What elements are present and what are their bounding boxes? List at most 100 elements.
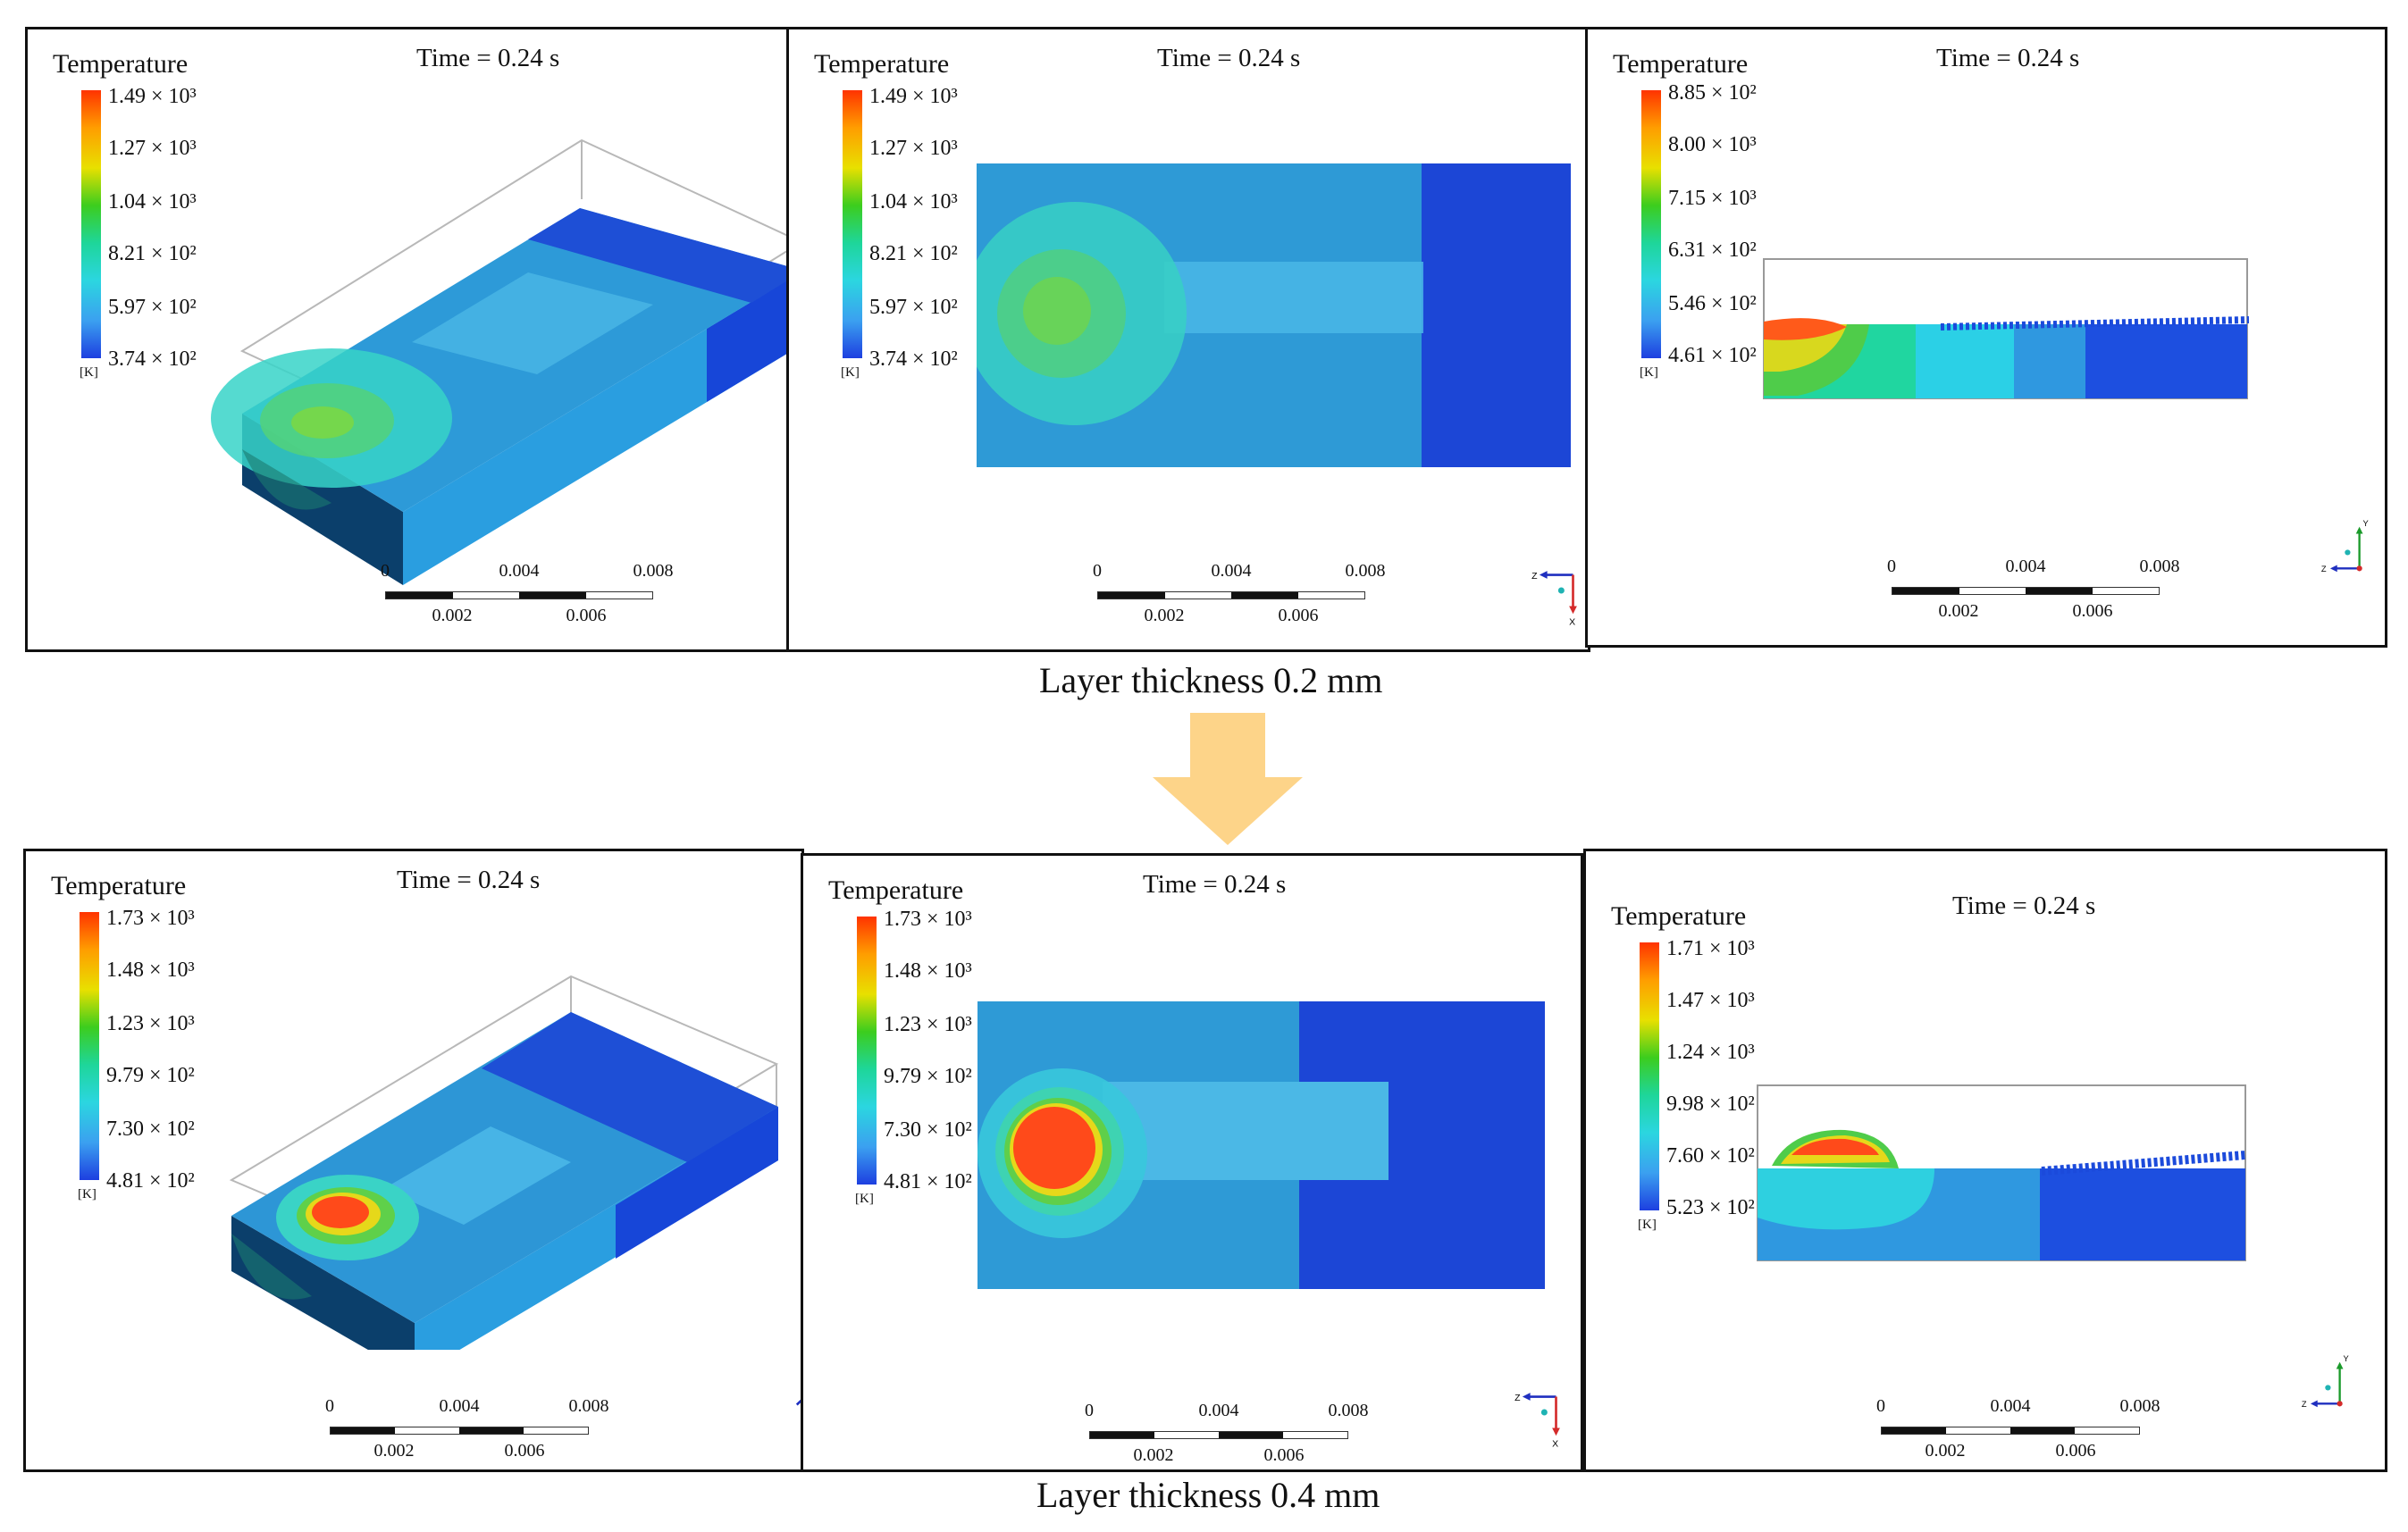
axis-z-label: Z	[2321, 565, 2327, 573]
scale-tick: 0	[325, 1396, 334, 1416]
axis-x-label: X	[1569, 617, 1575, 628]
legend-value: 7.30 × 10²	[106, 1118, 195, 1141]
scale-tick: 0.002	[1925, 1441, 1966, 1461]
legend-value: 1.23 × 10³	[884, 1013, 972, 1036]
scale-tick: 0.006	[2072, 601, 2113, 621]
scale-tick: 0.002	[373, 1441, 415, 1461]
scale-bar: 0 0.004 0.008 0.002 0.006	[381, 561, 674, 632]
legend-value: 1.23 × 10³	[106, 1012, 195, 1035]
axis-z-label: Z	[2302, 1400, 2307, 1409]
side-view-cross-section	[1763, 258, 2249, 399]
scale-tick: 0.002	[1144, 606, 1185, 625]
legend-value: 9.79 × 10²	[106, 1064, 195, 1087]
scale-tick: 0.006	[2055, 1441, 2096, 1461]
legend-value: 5.97 × 10²	[108, 296, 197, 319]
caption-row-2: Layer thickness 0.4 mm	[1036, 1475, 1380, 1515]
time-label: Time = 0.24 s	[416, 44, 560, 72]
time-label: Time = 0.24 s	[1936, 44, 2080, 72]
scale-tick: 0.006	[1278, 606, 1319, 625]
scale-bar: 0 0.004 0.008 0.002 0.006	[1876, 1396, 2160, 1468]
legend-value: 6.31 × 10²	[1668, 239, 1757, 262]
side-view-cross-section	[1757, 1084, 2246, 1261]
axis-triad-icon: Y Z	[2302, 1354, 2350, 1409]
legend-value: 1.48 × 10³	[106, 959, 195, 982]
temperature-colorbar	[843, 90, 862, 358]
legend-value: 1.48 × 10³	[884, 959, 972, 983]
legend-value: 8.21 × 10²	[869, 242, 958, 265]
legend-value: 7.15 × 10³	[1668, 187, 1757, 210]
legend-value: 1.24 × 10³	[1666, 1041, 1755, 1064]
scale-tick: 0.008	[1345, 561, 1386, 581]
panel-top-row-top-view: Temperature 1.49 × 10³ 1.27 × 10³ 1.04 ×…	[786, 27, 1590, 652]
scale-tick: 0.004	[2005, 557, 2046, 576]
legend-value: 1.49 × 10³	[108, 85, 197, 108]
unit-label: [K]	[1640, 365, 1658, 380]
scale-tick: 0.004	[499, 561, 540, 581]
unit-label: [K]	[1638, 1218, 1657, 1232]
temperature-colorbar	[1641, 90, 1661, 358]
scale-bar: 0 0.004 0.008 0.002 0.006	[325, 1396, 609, 1468]
scale-tick: 0.008	[2119, 1396, 2160, 1416]
temperature-colorbar	[80, 912, 99, 1180]
scale-tick: 0.004	[1198, 1401, 1239, 1420]
legend-title: Temperature	[1613, 49, 1749, 79]
legend-title: Temperature	[828, 875, 964, 905]
legend-value: 1.04 × 10³	[108, 190, 197, 213]
axis-triad-icon: Z X	[1531, 571, 1577, 628]
scale-tick: 0	[381, 561, 390, 581]
axis-x-label: X	[1552, 1439, 1558, 1450]
caption-row-1: Layer thickness 0.2 mm	[1039, 660, 1383, 700]
scale-tick: 0.002	[1938, 601, 1979, 621]
unit-label: [K]	[78, 1187, 96, 1201]
scale-tick: 0.002	[432, 606, 473, 625]
legend-value: 1.27 × 10³	[108, 137, 197, 160]
legend-value: 9.79 × 10²	[884, 1065, 972, 1088]
temperature-colorbar	[1640, 942, 1659, 1210]
legend-value: 4.81 × 10²	[884, 1170, 972, 1193]
scale-tick: 0.004	[1211, 561, 1252, 581]
legend-value: 7.60 × 10²	[1666, 1144, 1755, 1168]
legend-title: Temperature	[814, 49, 950, 79]
down-arrow-icon	[1153, 713, 1303, 845]
time-label: Time = 0.24 s	[1952, 892, 2096, 920]
panel-bottom-row-top-view: Temperature 1.73 × 10³ 1.48 × 10³ 1.23 ×…	[801, 853, 1583, 1472]
legend-title: Temperature	[53, 49, 189, 79]
legend-value: 4.81 × 10²	[106, 1169, 195, 1193]
panel-top-row-isometric: Temperature 1.49 × 10³ 1.27 × 10³ 1.04 ×…	[25, 27, 796, 652]
scale-bar: 0 0.004 0.008 0.002 0.006	[1093, 561, 1386, 632]
panel-top-row-side-view: Temperature 8.85 × 10² 8.00 × 10³ 7.15 ×…	[1585, 27, 2387, 648]
scale-tick: 0.004	[1990, 1396, 2031, 1416]
scale-tick: 0	[1887, 557, 1896, 576]
legend-title: Temperature	[51, 871, 187, 900]
scale-tick: 0	[1085, 1401, 1094, 1420]
legend-value: 5.97 × 10²	[869, 296, 958, 319]
scale-tick: 0.008	[568, 1396, 609, 1416]
scale-tick: 0.008	[1328, 1401, 1369, 1420]
scale-tick: 0.002	[1133, 1445, 1174, 1465]
legend-value: 9.98 × 10²	[1666, 1092, 1755, 1116]
axis-triad-icon: Y Z	[2321, 519, 2370, 573]
axis-y-label: Y	[2344, 1354, 2350, 1363]
scale-tick: 0	[1876, 1396, 1885, 1416]
legend-value: 1.04 × 10³	[869, 190, 958, 213]
scale-tick: 0	[1093, 561, 1102, 581]
panel-bottom-row-side-view: Temperature 1.71 × 10³ 1.47 × 10³ 1.24 ×…	[1583, 849, 2387, 1472]
axis-triad-icon: Z X	[1514, 1393, 1560, 1450]
unit-label: [K]	[80, 365, 98, 380]
top-view-powder-bed	[977, 163, 1571, 467]
time-label: Time = 0.24 s	[397, 866, 541, 894]
legend-title: Temperature	[1611, 901, 1747, 931]
scale-bar: 0 0.004 0.008 0.002 0.006	[1085, 1401, 1369, 1472]
temperature-colorbar	[81, 90, 101, 358]
legend-value: 1.71 × 10³	[1666, 937, 1755, 960]
scale-tick: 0.006	[504, 1441, 545, 1461]
legend-value: 8.00 × 10³	[1668, 133, 1757, 156]
legend-value: 8.85 × 10²	[1668, 81, 1757, 105]
unit-label: [K]	[855, 1192, 874, 1206]
scale-bar: 0 0.004 0.008 0.002 0.006	[1887, 557, 2180, 628]
legend-value: 1.49 × 10³	[869, 85, 958, 108]
time-label: Time = 0.24 s	[1143, 870, 1287, 899]
legend-value: 4.61 × 10²	[1668, 344, 1757, 367]
legend-value: 3.74 × 10²	[869, 347, 958, 371]
axis-z-label: Z	[1514, 1393, 1521, 1403]
